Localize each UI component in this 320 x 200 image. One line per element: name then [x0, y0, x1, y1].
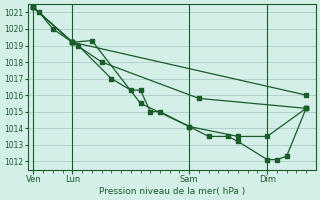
- X-axis label: Pression niveau de la mer( hPa ): Pression niveau de la mer( hPa ): [99, 187, 245, 196]
